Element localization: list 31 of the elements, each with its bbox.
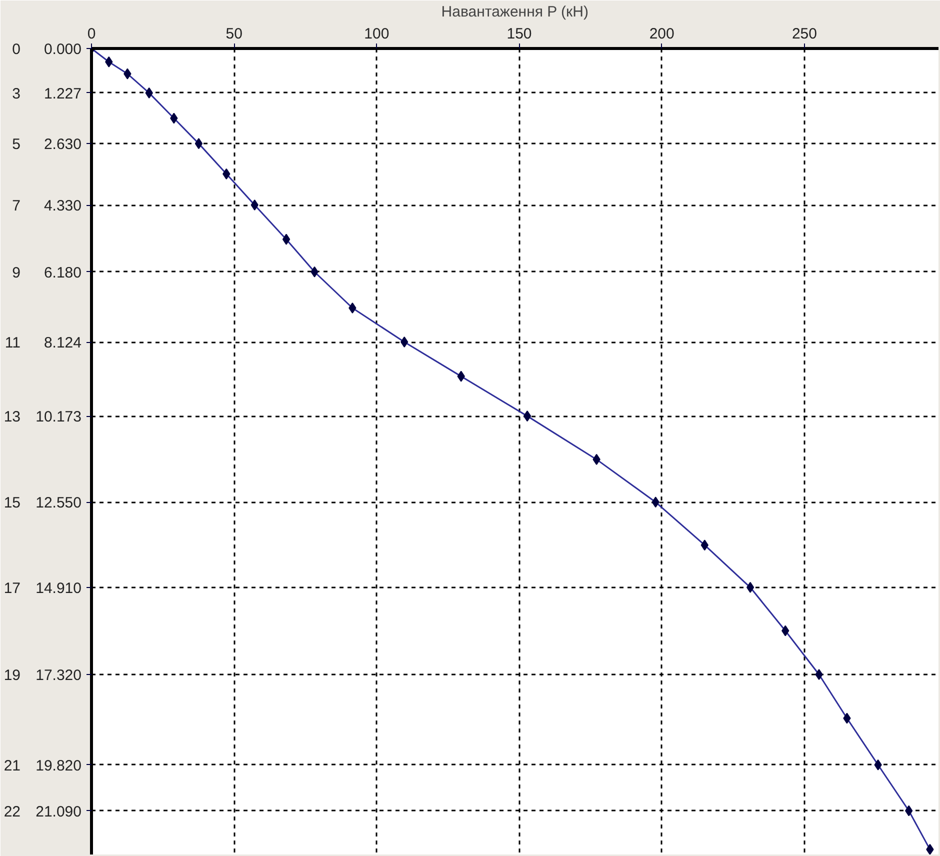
x-tick-label: 0 bbox=[87, 26, 96, 42]
text: 5 bbox=[12, 136, 20, 154]
text: 11 bbox=[4, 334, 21, 352]
y-tick-label: 17.320 bbox=[36, 667, 82, 684]
text: 7 bbox=[12, 198, 20, 214]
x-tick-label: 150 bbox=[506, 26, 532, 42]
y-tick-label: 1.227 bbox=[44, 85, 82, 102]
text: 17 bbox=[4, 580, 21, 597]
y-tick-label: 6.180 bbox=[44, 264, 82, 282]
y-tick-label: 21.090 bbox=[36, 803, 82, 820]
x-tick-label: 50 bbox=[226, 26, 242, 42]
text: 13 bbox=[4, 408, 21, 426]
y-tick-label: 10.173 bbox=[36, 408, 82, 426]
text: 21 bbox=[4, 757, 21, 774]
text: 15 bbox=[4, 494, 21, 512]
y-tick-label: 8.124 bbox=[44, 334, 82, 352]
text: 3 bbox=[12, 85, 20, 102]
y-tick-label: 0.000 bbox=[44, 41, 82, 58]
text: 22 bbox=[4, 803, 21, 820]
y-tick-label: 19.820 bbox=[36, 757, 82, 774]
x-axis-title: Навантаження P (кН) bbox=[441, 4, 588, 20]
x-tick-label: 250 bbox=[792, 26, 817, 42]
x-tick-label: 100 bbox=[364, 26, 390, 42]
y-tick-label: 2.630 bbox=[44, 136, 82, 154]
y-tick-label: 4.330 bbox=[44, 198, 82, 214]
x-tick-label: 200 bbox=[649, 26, 674, 42]
y-tick-label: 14.910 bbox=[36, 580, 82, 597]
text: 19 bbox=[4, 667, 21, 684]
y-tick-label: 12.550 bbox=[36, 494, 82, 512]
text: 9 bbox=[12, 264, 20, 282]
text: 0 bbox=[12, 41, 20, 58]
